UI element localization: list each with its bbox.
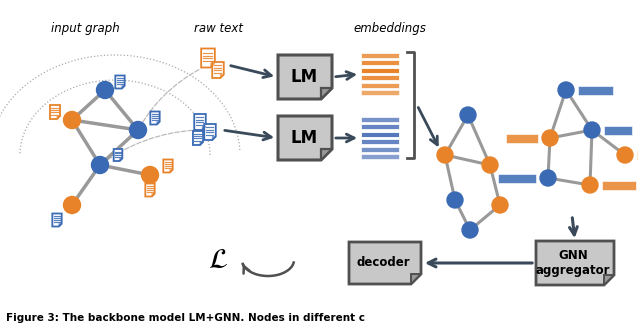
Polygon shape xyxy=(194,114,206,130)
Polygon shape xyxy=(163,160,173,172)
Bar xyxy=(602,180,636,190)
Polygon shape xyxy=(193,131,203,145)
Circle shape xyxy=(482,157,498,173)
Bar xyxy=(604,126,632,134)
Circle shape xyxy=(142,167,158,183)
Bar xyxy=(361,83,399,88)
Circle shape xyxy=(617,147,633,163)
Polygon shape xyxy=(59,224,62,226)
Text: LM: LM xyxy=(290,68,318,86)
Circle shape xyxy=(558,82,574,98)
Polygon shape xyxy=(321,149,332,160)
Bar xyxy=(361,147,399,152)
Polygon shape xyxy=(151,112,160,125)
Polygon shape xyxy=(201,48,215,68)
Text: GNN
aggregator: GNN aggregator xyxy=(536,249,611,277)
Polygon shape xyxy=(278,55,332,99)
Bar xyxy=(361,139,399,144)
Circle shape xyxy=(437,147,453,163)
Bar xyxy=(361,117,399,122)
Bar xyxy=(361,90,399,95)
Circle shape xyxy=(64,197,80,213)
Polygon shape xyxy=(170,170,173,172)
Polygon shape xyxy=(411,274,421,284)
Circle shape xyxy=(542,130,558,146)
Polygon shape xyxy=(200,142,203,145)
Polygon shape xyxy=(321,88,332,99)
Polygon shape xyxy=(122,86,124,88)
Text: embeddings: embeddings xyxy=(353,22,426,35)
Bar xyxy=(578,85,613,94)
Text: decoder: decoder xyxy=(356,256,410,269)
Circle shape xyxy=(91,157,108,173)
Circle shape xyxy=(447,192,463,208)
Circle shape xyxy=(584,122,600,138)
Circle shape xyxy=(462,222,478,238)
Circle shape xyxy=(540,170,556,186)
Circle shape xyxy=(582,177,598,193)
Circle shape xyxy=(64,112,80,128)
Polygon shape xyxy=(52,213,62,226)
Bar xyxy=(361,60,399,65)
Polygon shape xyxy=(211,64,215,68)
Polygon shape xyxy=(536,241,614,285)
Polygon shape xyxy=(115,76,124,88)
Text: LM: LM xyxy=(290,129,318,147)
Polygon shape xyxy=(114,149,122,161)
Polygon shape xyxy=(202,127,206,130)
Bar xyxy=(506,133,538,142)
Polygon shape xyxy=(278,116,332,160)
Polygon shape xyxy=(120,158,122,161)
Bar xyxy=(361,132,399,137)
Circle shape xyxy=(130,122,147,138)
Polygon shape xyxy=(604,275,614,285)
Polygon shape xyxy=(145,183,154,197)
Text: $\mathcal{L}$: $\mathcal{L}$ xyxy=(208,246,228,274)
Text: input graph: input graph xyxy=(50,22,119,35)
Polygon shape xyxy=(204,124,216,140)
Bar xyxy=(361,53,399,58)
Bar xyxy=(361,68,399,73)
Text: raw text: raw text xyxy=(193,22,242,35)
Bar xyxy=(361,75,399,80)
Polygon shape xyxy=(212,62,224,78)
Bar xyxy=(361,154,399,159)
Circle shape xyxy=(492,197,508,213)
Polygon shape xyxy=(50,105,60,119)
Bar xyxy=(361,124,399,129)
Circle shape xyxy=(460,107,476,123)
Polygon shape xyxy=(212,136,216,140)
Polygon shape xyxy=(220,75,224,78)
Polygon shape xyxy=(57,116,60,119)
Polygon shape xyxy=(349,242,421,284)
Text: Figure 3: The backbone model LM+GNN. Nodes in different c: Figure 3: The backbone model LM+GNN. Nod… xyxy=(6,313,365,323)
Polygon shape xyxy=(152,194,154,197)
Bar xyxy=(637,151,638,160)
Bar xyxy=(498,173,536,182)
Polygon shape xyxy=(157,122,160,125)
Circle shape xyxy=(96,82,114,98)
